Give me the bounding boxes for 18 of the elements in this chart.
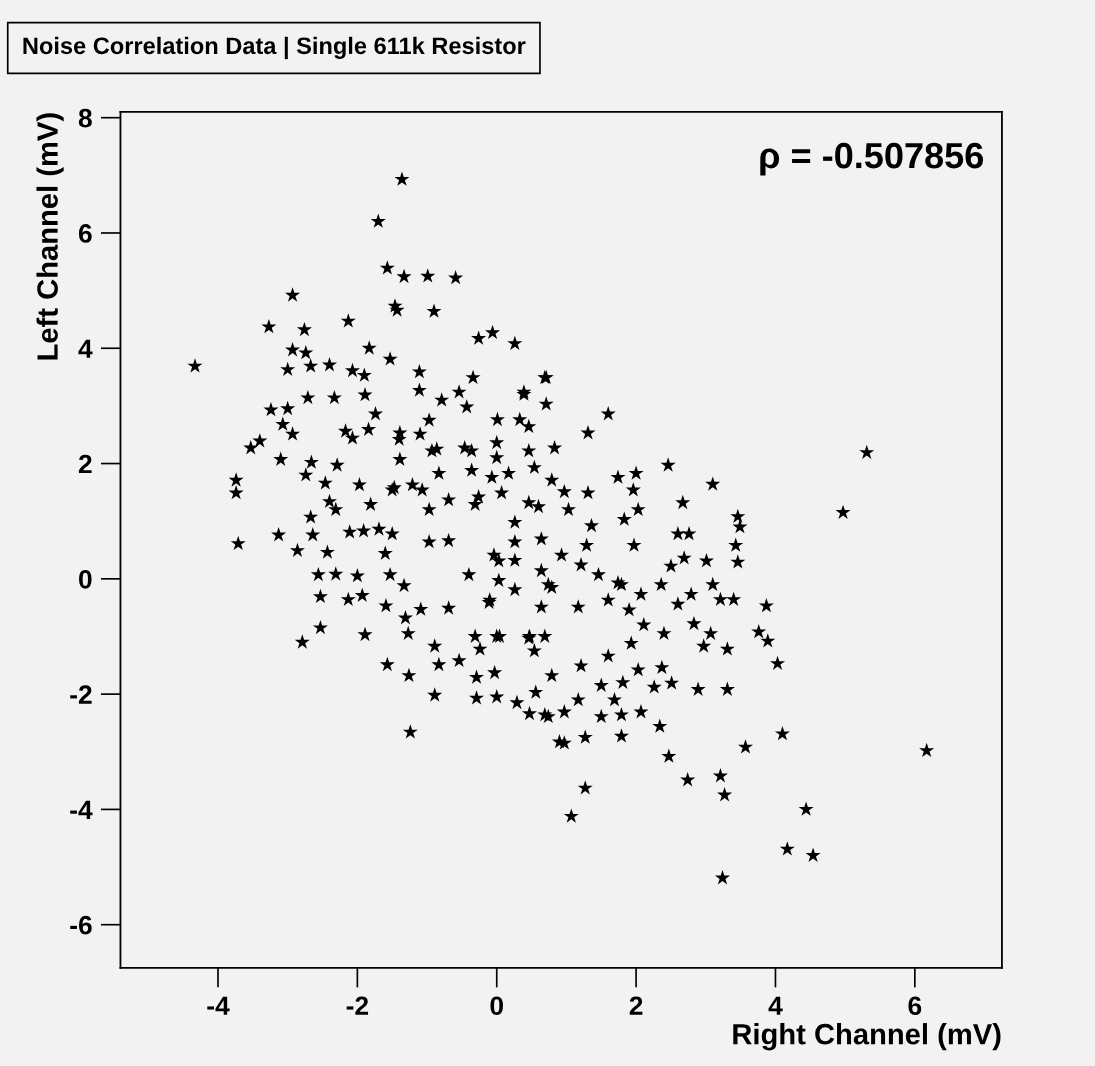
annotation: ρ = -0.507856 — [760, 142, 984, 176]
y-axis-title: Left Channel (mV) — [36, 113, 64, 360]
y-tick-label: -4 — [70, 800, 93, 819]
x-tick-label: 6 — [908, 996, 922, 1016]
y-tick-label: 0 — [79, 569, 92, 589]
x-tick-label: 2 — [629, 996, 643, 1015]
x-axis-title: Right Channel (mV) — [733, 1023, 1001, 1051]
x-tick-label: 0 — [490, 996, 503, 1016]
chart-title: Noise Correlation Data | Single 611k Resistor — [23, 36, 526, 60]
y-tick-label: -2 — [70, 685, 92, 704]
x-tick-label: -2 — [346, 996, 369, 1015]
y-tick-label: 6 — [78, 224, 92, 243]
y-tick-label: -6 — [70, 915, 92, 935]
y-tick-label: 2 — [78, 454, 92, 474]
x-tick-label: 4 — [768, 996, 783, 1015]
y-tick-label: 8 — [78, 108, 92, 128]
y-tick-label: 4 — [78, 339, 93, 358]
x-tick-label: -4 — [207, 996, 230, 1015]
